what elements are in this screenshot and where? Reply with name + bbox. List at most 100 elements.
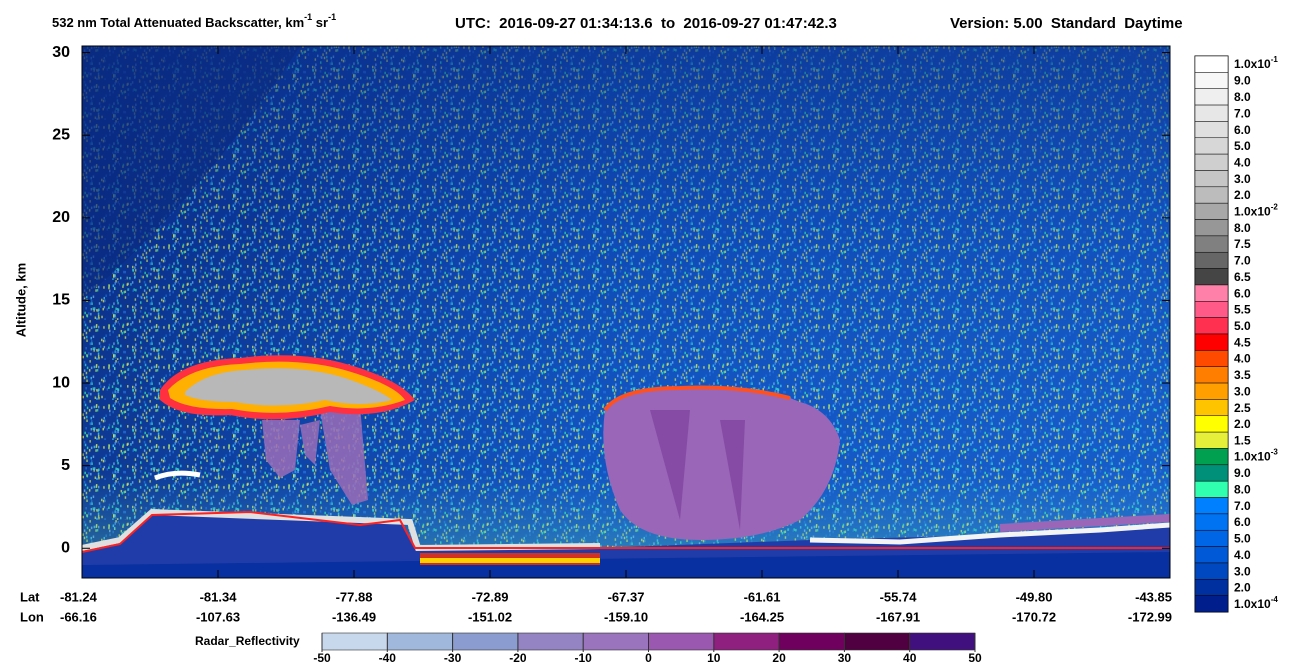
title: 532 nm Total Attenuated Backscatter, km-…: [52, 12, 336, 30]
cloud: [154, 470, 201, 481]
y-tick-label: 0: [61, 539, 70, 556]
colorbar-box: [1194, 448, 1229, 466]
lon-label: -66.16: [60, 609, 97, 624]
colorbar-box: [1194, 268, 1229, 286]
title-sup: -1: [304, 12, 312, 22]
cloud-top: [603, 385, 791, 412]
radar-tick-label: 40: [903, 651, 917, 665]
dark-region: [82, 46, 300, 300]
colorbar-box: [1194, 137, 1229, 155]
colorbar-box: [1194, 219, 1229, 237]
colorbar-box: [1194, 431, 1229, 449]
lat-label: -55.74: [880, 589, 918, 604]
version: Version: 5.00 Standard Daytime: [950, 15, 1183, 32]
lon-label: -151.02: [468, 609, 512, 624]
colorbar-label-text: 1.0x10: [1234, 57, 1271, 71]
radar-box: [517, 632, 584, 651]
colorbar-box: [1194, 546, 1229, 564]
radar-tick-label: 0: [645, 651, 652, 665]
colorbar-label: 3.0: [1234, 172, 1251, 186]
colorbar-label: 8.0: [1234, 483, 1251, 497]
colorbar-label: 2.5: [1234, 401, 1251, 415]
x-label: Lon: [20, 609, 44, 624]
y-tick-label: 30: [52, 44, 70, 61]
colorbar-box: [1194, 513, 1229, 531]
colorbar-label: 4.5: [1234, 335, 1251, 349]
colorbar-box: [1194, 235, 1229, 253]
virga: [262, 405, 368, 505]
radar-box: [713, 632, 780, 651]
cloud-radar: [999, 514, 1170, 532]
lat-label: -81.24: [60, 589, 98, 604]
colorbar-label-text: 1.0x10: [1234, 450, 1271, 464]
lon-label: -136.49: [332, 609, 376, 624]
colorbar-box: [1194, 170, 1229, 188]
colorbar-label: 7.0: [1234, 106, 1251, 120]
surface: [420, 558, 600, 563]
lon-label: -107.63: [196, 609, 240, 624]
colorbar-box: [1194, 415, 1229, 433]
time-range: UTC: 2016-09-27 01:34:13.6 to 2016-09-27…: [455, 15, 837, 32]
colorbar-box: [1194, 202, 1229, 220]
colorbar-box: [1194, 399, 1229, 417]
colorbar-label: 6.0: [1234, 515, 1251, 529]
lat-label: -77.88: [336, 589, 373, 604]
y-tick-label: 20: [52, 209, 70, 226]
radar-tick-label: 20: [772, 651, 786, 665]
radar-box: [582, 632, 649, 651]
colorbar-box: [1194, 579, 1229, 596]
colorbar-label-sup: -1: [1271, 55, 1279, 64]
radar-box: [844, 632, 911, 651]
lon-label: -170.72: [1012, 609, 1056, 624]
colorbar-label: 6.0: [1234, 123, 1251, 137]
radar-box: [778, 632, 845, 651]
cloud-radar: [650, 410, 745, 530]
colorbar-label: 1.0x10-4: [1234, 595, 1278, 611]
y-tick-label: 5: [61, 457, 70, 474]
radar-tick-label: 10: [707, 651, 721, 665]
colorbar-label: 2.0: [1234, 188, 1251, 202]
colorbar-label: 7.5: [1234, 237, 1251, 251]
colorbar-label: 1.0x10-1: [1234, 55, 1278, 71]
radar-tick-label: -20: [509, 651, 527, 665]
colorbar-box: [1194, 382, 1229, 400]
colorbar-box: [1194, 480, 1229, 498]
surface-line: [82, 510, 1170, 553]
colorbar-label-text: 1.0x10: [1234, 205, 1271, 219]
colorbar-label: 7.0: [1234, 499, 1251, 513]
colorbar-label: 5.0: [1234, 532, 1251, 546]
colorbar-label: 3.0: [1234, 564, 1251, 578]
colorbar-label: 4.0: [1234, 352, 1251, 366]
radar-box: [648, 632, 715, 651]
radar-tick-label: 30: [838, 651, 852, 665]
cloud: [185, 368, 392, 406]
colorbar-label: 1.0x10-2: [1234, 202, 1278, 218]
colorbar-label: 1.5: [1234, 433, 1251, 447]
colorbar-label: 8.0: [1234, 90, 1251, 104]
surface: [809, 522, 1170, 545]
colorbar-label: 1.0x10-3: [1234, 448, 1278, 464]
y-tick-label: 10: [52, 374, 70, 391]
colorbar-box: [1194, 284, 1229, 302]
colorbar-label-sup: -2: [1271, 202, 1279, 211]
radar-tick-label: -10: [575, 651, 593, 665]
colorbar-box: [1194, 317, 1229, 335]
lat-label: -49.80: [1016, 589, 1053, 604]
y-axis-label: Altitude, km: [13, 263, 28, 337]
title-sup: -1: [328, 12, 336, 22]
colorbar-box: [1194, 121, 1229, 139]
colorbar-box: [1194, 497, 1229, 515]
colorbar-label: 4.0: [1234, 548, 1251, 562]
lat-label: -81.34: [200, 589, 238, 604]
lat-label: -72.89: [472, 589, 509, 604]
lat-label: -67.37: [608, 589, 645, 604]
colorbar-label: 3.5: [1234, 368, 1251, 382]
colorbar-box: [1194, 104, 1229, 122]
colorbar-label: 9.0: [1234, 74, 1251, 88]
y-tick-label: 25: [52, 126, 70, 143]
lon-label: -164.25: [740, 609, 784, 624]
colorbar-box: [1194, 529, 1229, 547]
colorbar-box: [1194, 88, 1229, 106]
colorbar-label: 5.0: [1234, 139, 1251, 153]
lon-label: -159.10: [604, 609, 648, 624]
